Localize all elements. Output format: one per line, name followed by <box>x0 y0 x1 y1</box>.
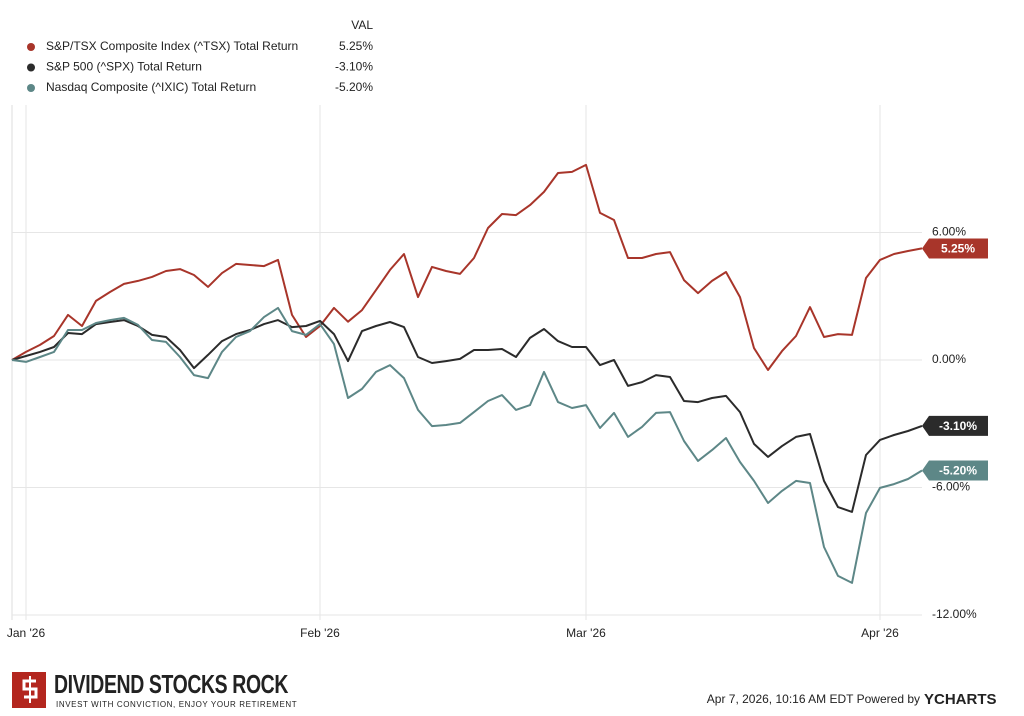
x-tick-label: Feb '26 <box>300 626 340 640</box>
x-tick-label: Mar '26 <box>566 626 606 640</box>
legend-label: S&P 500 (^SPX) Total Return <box>46 60 202 74</box>
brand-name: DIVIDEND STOCKS ROCK <box>54 669 289 699</box>
y-tick-label: 6.00% <box>932 225 966 239</box>
y-tick-label: 0.00% <box>932 352 966 366</box>
series-line <box>11 319 923 513</box>
x-tick-label: Apr '26 <box>861 626 899 640</box>
provider-logo: YCHARTS <box>924 691 997 708</box>
end-value-tag <box>922 460 988 481</box>
y-tick-label: -12.00% <box>932 607 977 621</box>
series-line <box>11 163 923 371</box>
footer-logo: DIVIDEND STOCKS ROCK INVEST WITH CONVICT… <box>12 669 297 709</box>
x-tick-label: Jan '26 <box>7 626 46 640</box>
y-tick-label: -6.00% <box>932 480 970 494</box>
legend-header: VAL <box>351 18 373 32</box>
legend-value: 5.25% <box>339 39 373 53</box>
end-value-label: -5.20% <box>939 464 977 478</box>
legend-label: S&P/TSX Composite Index (^TSX) Total Ret… <box>46 39 298 53</box>
end-value-label: 5.25% <box>941 242 975 256</box>
end-value-label: -3.10% <box>939 419 977 433</box>
end-value-tag <box>922 238 988 259</box>
end-value-tag <box>922 415 988 436</box>
legend: S&P/TSX Composite Index (^TSX) Total Ret… <box>27 39 373 94</box>
timestamp: Apr 7, 2026, 10:16 AM EDT Powered by <box>707 692 920 706</box>
legend-marker <box>27 84 35 92</box>
legend-value: -3.10% <box>335 60 373 74</box>
plot-area <box>11 105 923 620</box>
legend-marker <box>27 43 35 51</box>
legend-marker <box>27 63 35 72</box>
legend-label: Nasdaq Composite (^IXIC) Total Return <box>46 80 256 94</box>
brand-tagline: INVEST WITH CONVICTION, ENJOY YOUR RETIR… <box>56 700 297 709</box>
series-line <box>11 306 923 584</box>
legend-value: -5.20% <box>335 80 373 94</box>
